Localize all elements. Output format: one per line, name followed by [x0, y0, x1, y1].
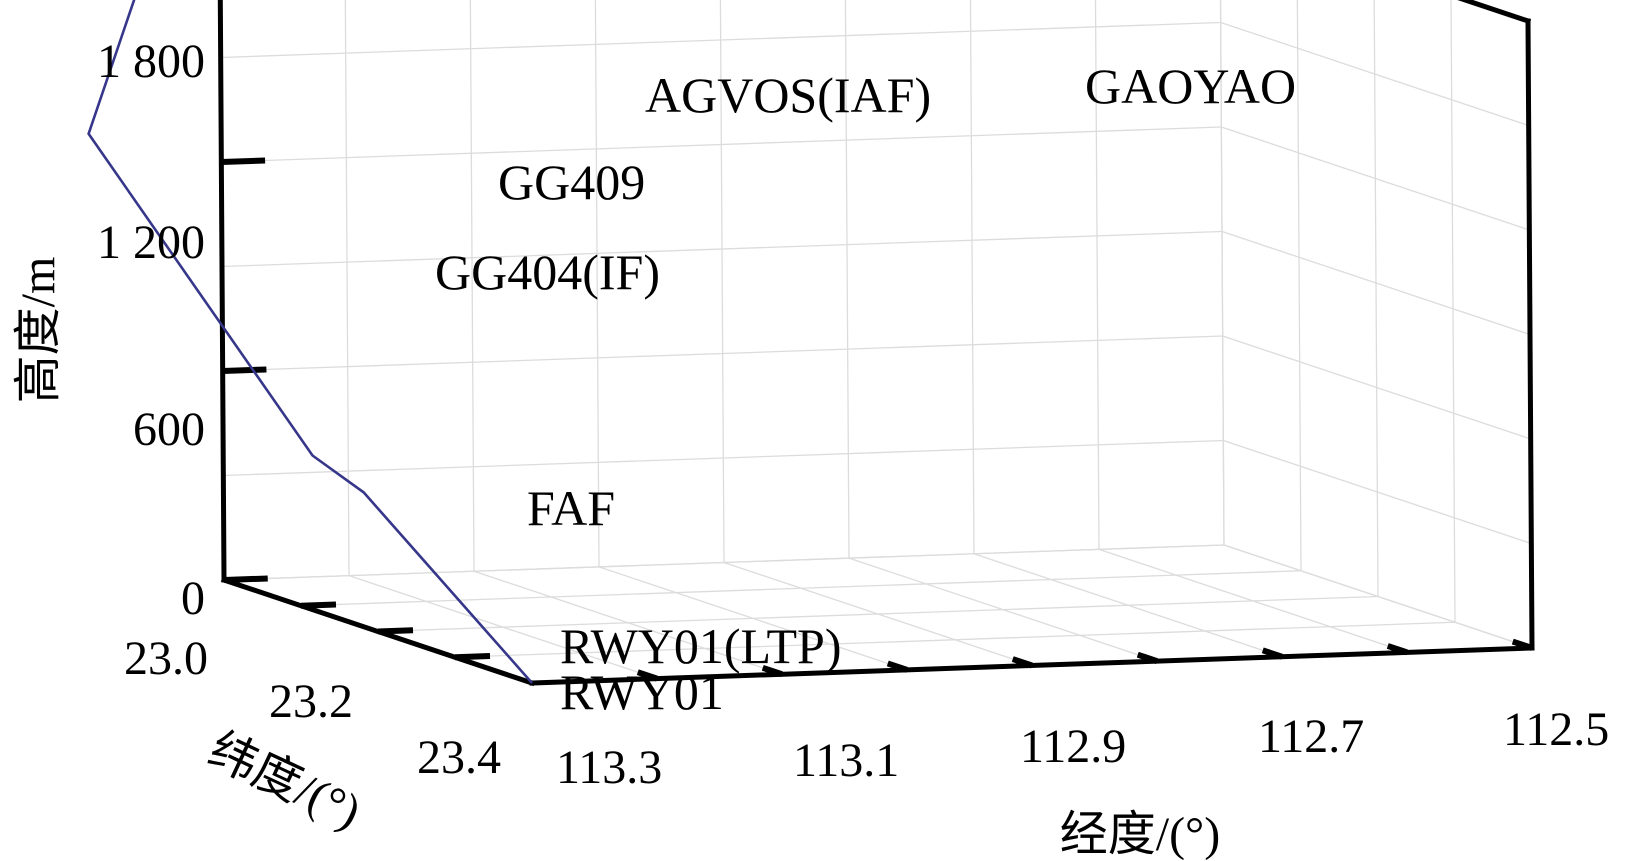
grid-line — [1221, 126, 1530, 231]
waypoint-label-gg409: GG409 — [498, 154, 645, 210]
x-tick-label: 112.9 — [1020, 720, 1126, 773]
waypoint-label-gg404: GG404(IF) — [435, 244, 660, 300]
y-tick-labels: 23.0 23.2 23.4 — [124, 632, 501, 784]
x-tick-mark — [636, 669, 658, 682]
axis-edge — [217, 0, 227, 583]
x-tick-mark — [886, 660, 908, 673]
x-tick-labels: 113.3 113.1 112.9 112.7 112.5 — [556, 703, 1609, 794]
z-tick-labels: 0 600 1 200 1 800 — [97, 35, 205, 625]
series-layer — [87, 0, 533, 684]
grid-line — [1222, 335, 1531, 440]
grid-line — [969, 0, 975, 554]
x-tick-label: 112.7 — [1258, 710, 1364, 763]
z-axis-label: 高度/m — [12, 257, 65, 404]
tick-marks — [221, 157, 1533, 682]
grid-line — [1221, 230, 1531, 336]
x-tick-mark — [761, 664, 783, 678]
z-tick-mark — [221, 157, 266, 165]
grid-line — [377, 595, 1379, 633]
x-tick-mark — [1011, 656, 1033, 669]
y-axis-label: 纬度/(°) — [201, 723, 369, 839]
z-tick-label: 600 — [133, 403, 205, 456]
grid-line — [1220, 21, 1529, 127]
grid-line — [221, 230, 1223, 268]
grid-line — [1296, 0, 1302, 571]
z-tick-mark — [223, 575, 268, 583]
waypoint-labels: AGVOS(IAF) GAOYAO GG409 GG404(IF) FAF RW… — [435, 58, 1296, 720]
z-tick-label: 1 200 — [97, 216, 205, 269]
trajectory-line — [87, 0, 533, 684]
x-axis-label: 经度/(°) — [1060, 808, 1221, 861]
x-tick-label: 112.5 — [1503, 703, 1609, 756]
grid-line — [344, 0, 350, 576]
axis-edge — [1457, 0, 1532, 25]
grid-line — [1373, 0, 1379, 597]
waypoint-label-agvos: AGVOS(IAF) — [645, 67, 931, 123]
z-tick-label: 1 800 — [97, 35, 205, 88]
waypoint-label-gaoyao: GAOYAO — [1085, 58, 1296, 114]
grid-line — [454, 621, 1456, 658]
x-tick-mark — [1261, 647, 1283, 660]
y-tick-mark — [454, 653, 491, 661]
y-tick-label: 23.2 — [269, 675, 353, 728]
grid-line — [223, 544, 1225, 581]
waypoint-label-rwy01: RWY01 — [560, 664, 724, 720]
waypoint-label-faf: FAF — [527, 480, 615, 536]
y-tick-mark — [377, 627, 414, 635]
grid-line — [300, 570, 1302, 607]
axis-edge — [1525, 18, 1535, 651]
x-tick-mark — [1386, 643, 1408, 656]
grid-line — [220, 21, 1221, 59]
x-tick-label: 113.1 — [793, 734, 899, 787]
x-tick-label: 113.3 — [556, 741, 662, 794]
x-tick-mark — [1136, 651, 1158, 664]
grid-line — [223, 439, 1224, 477]
grid-line — [1450, 0, 1456, 623]
waypoint-label-rwy01-ltp: RWY01(LTP) — [560, 618, 842, 674]
y-tick-label: 23.4 — [417, 731, 501, 784]
y-tick-label: 23.0 — [124, 632, 208, 685]
z-tick-mark — [222, 366, 267, 374]
z-tick-label: 0 — [181, 572, 205, 625]
grid-lines — [219, 0, 1533, 684]
y-tick-mark — [300, 601, 337, 609]
grid-line — [1223, 439, 1532, 545]
grid-line — [222, 335, 1223, 372]
x-tick-mark — [1511, 638, 1533, 651]
grid-line — [221, 126, 1222, 163]
